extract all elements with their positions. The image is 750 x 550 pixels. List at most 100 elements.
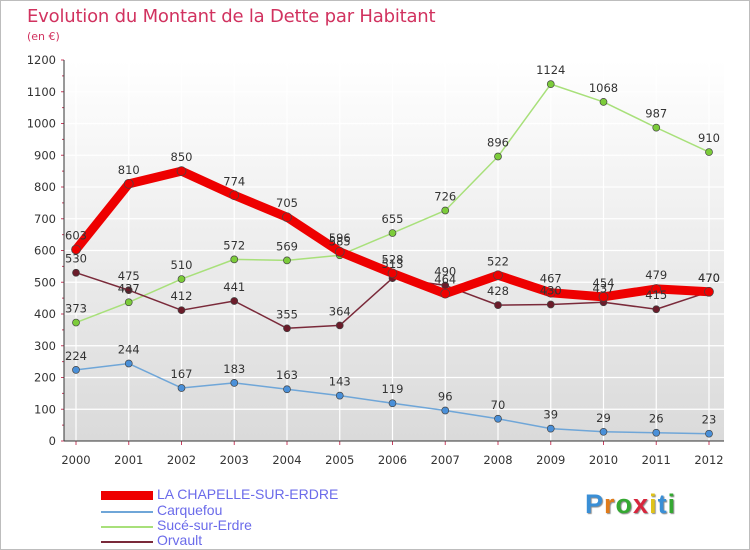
data-point-la-chapelle-sur-erdre xyxy=(387,268,398,279)
data-label-orvault: 490 xyxy=(434,264,456,278)
x-tick-label: 2004 xyxy=(272,453,301,467)
legend-label-carquefou: Carquefou xyxy=(157,502,223,518)
data-label-la-chapelle-sur-erdre: 774 xyxy=(223,174,245,188)
data-point-suce-sur-erdre xyxy=(177,275,186,283)
legend-swatch-orvault xyxy=(101,541,153,543)
data-point-carquefou xyxy=(494,414,502,423)
data-label-suce-sur-erdre: 896 xyxy=(487,136,509,150)
data-point-carquefou xyxy=(441,406,450,415)
data-point-carquefou xyxy=(230,379,239,387)
data-label-la-chapelle-sur-erdre: 528 xyxy=(382,252,404,266)
y-tick-label: 900 xyxy=(34,148,56,162)
data-point-la-chapelle-sur-erdre xyxy=(440,288,451,299)
data-label-orvault: 437 xyxy=(593,281,615,295)
data-label-carquefou: 39 xyxy=(543,408,558,422)
proxiti-logo: Proxiti xyxy=(585,489,676,520)
logo-letter: i xyxy=(667,489,677,519)
y-tick-label: 100 xyxy=(34,402,56,416)
data-point-carquefou xyxy=(335,391,344,400)
data-label-orvault: 530 xyxy=(65,252,87,266)
data-label-suce-sur-erdre: 1068 xyxy=(589,81,618,95)
data-point-la-chapelle-sur-erdre xyxy=(651,284,662,294)
y-tick-label: 600 xyxy=(34,244,56,258)
data-label-carquefou: 224 xyxy=(65,349,87,363)
data-point-orvault xyxy=(546,300,555,309)
data-point-suce-sur-erdre xyxy=(599,98,608,106)
data-point-la-chapelle-sur-erdre xyxy=(545,287,556,298)
data-point-orvault xyxy=(230,297,239,305)
data-point-orvault xyxy=(652,305,661,314)
x-tick-label: 2005 xyxy=(325,453,354,467)
data-label-orvault: 415 xyxy=(645,288,667,302)
x-tick-label: 2001 xyxy=(114,453,143,467)
logo-letter: o xyxy=(615,489,634,519)
y-tick-label: 700 xyxy=(34,212,56,226)
data-label-suce-sur-erdre: 655 xyxy=(382,212,404,226)
data-label-orvault: 441 xyxy=(223,280,245,294)
data-label-suce-sur-erdre: 373 xyxy=(65,302,87,316)
legend-label-orvault: Orvault xyxy=(157,532,203,548)
data-point-carquefou xyxy=(72,366,80,374)
data-label-la-chapelle-sur-erdre: 454 xyxy=(593,276,615,290)
data-label-carquefou: 167 xyxy=(171,367,193,381)
data-label-orvault: 470 xyxy=(698,271,720,285)
data-label-la-chapelle-sur-erdre: 479 xyxy=(645,268,667,282)
legend-label-la-chapelle: LA CHAPELLE-SUR-ERDRE xyxy=(157,486,339,502)
x-tick-label: 2003 xyxy=(220,453,249,467)
data-label-carquefou: 163 xyxy=(276,368,298,382)
y-tick-label: 300 xyxy=(34,339,56,353)
data-label-la-chapelle-sur-erdre: 464 xyxy=(434,273,456,287)
data-point-carquefou xyxy=(546,424,555,433)
logo-letter: r xyxy=(604,489,616,519)
data-point-la-chapelle-sur-erdre xyxy=(493,270,503,281)
chart-subtitle: (en €) xyxy=(27,30,60,43)
x-tick-label: 2006 xyxy=(378,453,407,467)
logo-letter: i xyxy=(649,489,658,519)
data-point-la-chapelle-sur-erdre xyxy=(334,246,345,257)
data-point-la-chapelle-sur-erdre xyxy=(704,286,714,297)
data-label-la-chapelle-sur-erdre: 810 xyxy=(118,163,140,177)
data-point-carquefou xyxy=(652,428,661,437)
data-point-la-chapelle-sur-erdre xyxy=(176,166,187,176)
data-point-carquefou xyxy=(388,399,397,408)
data-point-suce-sur-erdre xyxy=(388,229,397,237)
data-label-carquefou: 26 xyxy=(649,412,664,426)
logo-letter: t xyxy=(657,489,668,519)
x-tick-label: 2000 xyxy=(61,453,90,467)
data-label-carquefou: 183 xyxy=(223,362,245,376)
data-point-suce-sur-erdre xyxy=(124,298,133,307)
data-label-carquefou: 119 xyxy=(382,382,404,396)
data-label-suce-sur-erdre: 726 xyxy=(434,189,456,203)
data-point-la-chapelle-sur-erdre xyxy=(282,212,292,223)
data-label-carquefou: 96 xyxy=(438,390,453,404)
data-point-orvault xyxy=(124,286,133,295)
data-point-suce-sur-erdre xyxy=(705,148,713,156)
data-point-suce-sur-erdre xyxy=(72,318,80,327)
data-point-suce-sur-erdre xyxy=(441,206,450,215)
x-tick-label: 2011 xyxy=(642,453,671,467)
data-label-la-chapelle-sur-erdre: 603 xyxy=(65,229,87,243)
data-point-orvault xyxy=(335,321,344,330)
data-label-carquefou: 23 xyxy=(702,413,717,427)
x-tick-label: 2012 xyxy=(694,453,723,467)
y-tick-label: 800 xyxy=(34,180,56,194)
data-label-la-chapelle-sur-erdre: 596 xyxy=(329,231,351,245)
data-label-orvault: 475 xyxy=(118,269,140,283)
data-point-carquefou xyxy=(177,384,186,392)
legend-label-suce-sur-erdre: Sucé-sur-Erdre xyxy=(157,517,252,533)
data-label-orvault: 513 xyxy=(382,257,404,271)
y-tick-label: 1200 xyxy=(27,53,56,67)
data-point-suce-sur-erdre xyxy=(283,256,291,265)
data-label-orvault: 355 xyxy=(276,307,298,321)
data-point-suce-sur-erdre xyxy=(652,123,661,132)
data-label-la-chapelle-sur-erdre: 467 xyxy=(540,272,562,286)
data-point-orvault xyxy=(494,301,502,309)
data-label-la-chapelle-sur-erdre: 470 xyxy=(698,271,720,285)
y-tick-label: 0 xyxy=(49,434,56,448)
x-tick-label: 2002 xyxy=(167,453,196,467)
x-tick-label: 2007 xyxy=(431,453,460,467)
data-label-suce-sur-erdre: 987 xyxy=(645,107,667,121)
data-point-suce-sur-erdre xyxy=(546,80,555,88)
data-label-orvault: 364 xyxy=(329,304,351,318)
